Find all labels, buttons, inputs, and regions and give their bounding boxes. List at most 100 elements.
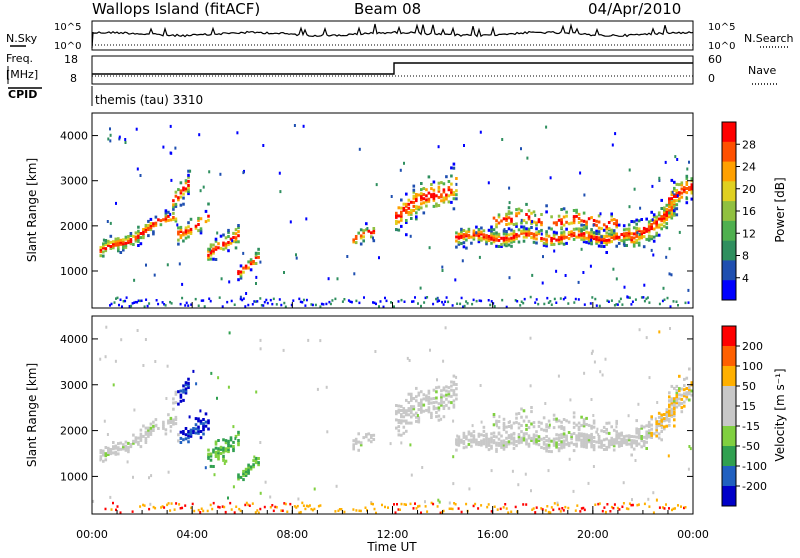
nsearch-label: N.Search	[744, 32, 794, 45]
echo-cell	[622, 238, 626, 242]
echo-cell	[550, 215, 553, 219]
echo-cell	[440, 395, 443, 399]
echo-cell	[472, 436, 476, 440]
echo-cell	[232, 447, 235, 451]
echo-cell	[257, 457, 260, 460]
echo-cell	[685, 201, 689, 205]
echo-cell	[542, 440, 546, 444]
echo-cell	[415, 507, 418, 510]
echo-cell	[665, 226, 669, 230]
echo-cell	[107, 446, 110, 450]
echo-cell	[102, 242, 105, 246]
echo-cell	[450, 174, 453, 178]
echo-cell	[442, 388, 446, 392]
echo-cell	[657, 213, 661, 217]
echo-cell	[442, 415, 446, 419]
echo-cell	[550, 227, 553, 231]
echo-cell	[515, 224, 518, 228]
echo-cell	[109, 221, 112, 225]
echo-cell	[459, 302, 462, 306]
colorbar-tick-label: 12	[742, 227, 756, 240]
echo-cell	[482, 237, 486, 241]
echo-cell	[587, 434, 591, 438]
echo-cell	[531, 508, 534, 511]
echo-cell	[497, 437, 501, 441]
echo-cell	[603, 506, 606, 509]
echo-cell	[447, 180, 451, 183]
echo-cell	[432, 405, 436, 409]
echo-cell	[239, 295, 242, 299]
echo-cell	[284, 305, 287, 308]
echo-cell	[544, 509, 547, 512]
echo-cell	[630, 238, 633, 242]
echo-cell	[149, 432, 153, 436]
echo-cell	[437, 385, 441, 389]
echo-cell	[625, 244, 628, 247]
echo-cell	[505, 305, 508, 309]
echo-cell	[219, 445, 223, 449]
echo-cell	[575, 444, 578, 448]
echo-cell	[212, 247, 215, 251]
echo-cell	[169, 212, 172, 216]
echo-cell	[647, 425, 651, 428]
echo-cell	[305, 504, 308, 508]
echo-cell	[580, 442, 583, 446]
echo-cell	[645, 432, 648, 436]
echo-cell	[182, 192, 185, 196]
echo-cell	[152, 230, 155, 234]
echo-cell	[370, 434, 373, 437]
y-tick-label: 2000	[60, 425, 88, 438]
echo-cell	[607, 232, 611, 236]
echo-cell	[251, 303, 254, 306]
echo-cell	[485, 432, 488, 436]
echo-cell	[114, 452, 118, 456]
echo-cell	[507, 511, 510, 514]
velocity-panel-frame	[91, 315, 694, 515]
echo-cell	[429, 348, 431, 352]
echo-cell	[535, 440, 538, 444]
echo-cell	[645, 430, 648, 434]
echo-cell	[161, 505, 164, 508]
echo-cell	[420, 196, 423, 200]
echo-cell	[683, 404, 686, 408]
echo-cell	[517, 439, 521, 443]
echo-cell	[412, 507, 415, 510]
echo-cell	[165, 397, 168, 400]
echo-cell	[236, 131, 239, 135]
echo-cell	[496, 424, 498, 428]
echo-cell	[580, 438, 583, 442]
echo-cell	[678, 230, 681, 234]
colorbar-swatch	[722, 161, 736, 182]
echo-cell	[293, 505, 296, 508]
echo-cell	[204, 424, 208, 428]
echo-cell	[358, 301, 361, 305]
echo-cell	[580, 415, 583, 419]
echo-cell	[614, 132, 617, 136]
echo-cell	[470, 440, 473, 444]
echo-cell	[510, 244, 513, 248]
echo-cell	[182, 196, 185, 200]
echo-cell	[532, 437, 536, 441]
echo-cell	[184, 228, 188, 232]
echo-cell	[462, 229, 466, 232]
freq-line	[92, 62, 693, 75]
echo-cell	[467, 442, 471, 446]
echo-cell	[575, 436, 578, 440]
echo-cell	[255, 282, 257, 285]
echo-cell	[480, 236, 483, 240]
echo-cell	[512, 431, 516, 435]
echo-cell	[239, 297, 242, 301]
echo-cell	[600, 235, 603, 239]
echo-cell	[652, 432, 656, 436]
echo-cell	[591, 349, 594, 353]
echo-cell	[557, 218, 561, 222]
echo-cell	[337, 509, 340, 512]
echo-cell	[189, 434, 193, 438]
echo-cell	[271, 504, 274, 507]
echo-cell	[505, 214, 508, 218]
echo-cell	[495, 238, 498, 242]
echo-cell	[480, 441, 483, 445]
echo-cell	[221, 505, 224, 508]
echo-cell	[508, 201, 511, 205]
echo-cell	[628, 168, 631, 172]
